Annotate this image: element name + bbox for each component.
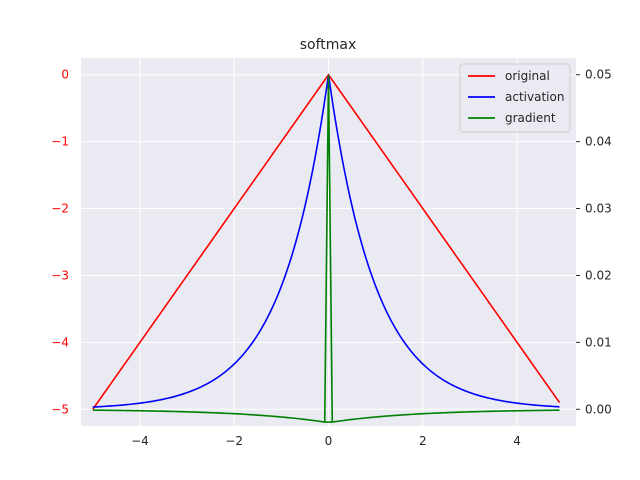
- right-tick-label: 0.01: [585, 335, 612, 349]
- chart-title: softmax: [300, 37, 357, 53]
- series-activation-line: [92, 74, 560, 408]
- x-tick-label: 0: [325, 434, 333, 448]
- legend-box: [459, 63, 571, 133]
- x-tick-label: 4: [513, 434, 521, 448]
- legend-label-gradient: gradient: [505, 111, 556, 125]
- legend: original activation gradient: [459, 63, 571, 133]
- right-tick-label: 0.00: [585, 402, 612, 416]
- x-tick-label: −4: [131, 434, 149, 448]
- right-tick-label: 0.03: [585, 202, 612, 216]
- x-tick-label: −2: [225, 434, 243, 448]
- right-tick-label: 0.02: [585, 268, 612, 282]
- x-tick-label: 2: [419, 434, 427, 448]
- right-tick-label: 0.04: [585, 135, 612, 149]
- left-tick-label: −3: [51, 268, 69, 282]
- legend-label-activation: activation: [505, 90, 564, 104]
- left-tick-label: −4: [51, 335, 69, 349]
- left-tick-label: −1: [51, 135, 69, 149]
- series-gradient-line: [92, 74, 560, 424]
- left-tick-label: −5: [51, 402, 69, 416]
- left-tick-label: −2: [51, 202, 69, 216]
- right-tick-label: 0.05: [585, 68, 612, 82]
- left-tick-label: 0: [61, 68, 69, 82]
- legend-label-original: original: [505, 69, 550, 83]
